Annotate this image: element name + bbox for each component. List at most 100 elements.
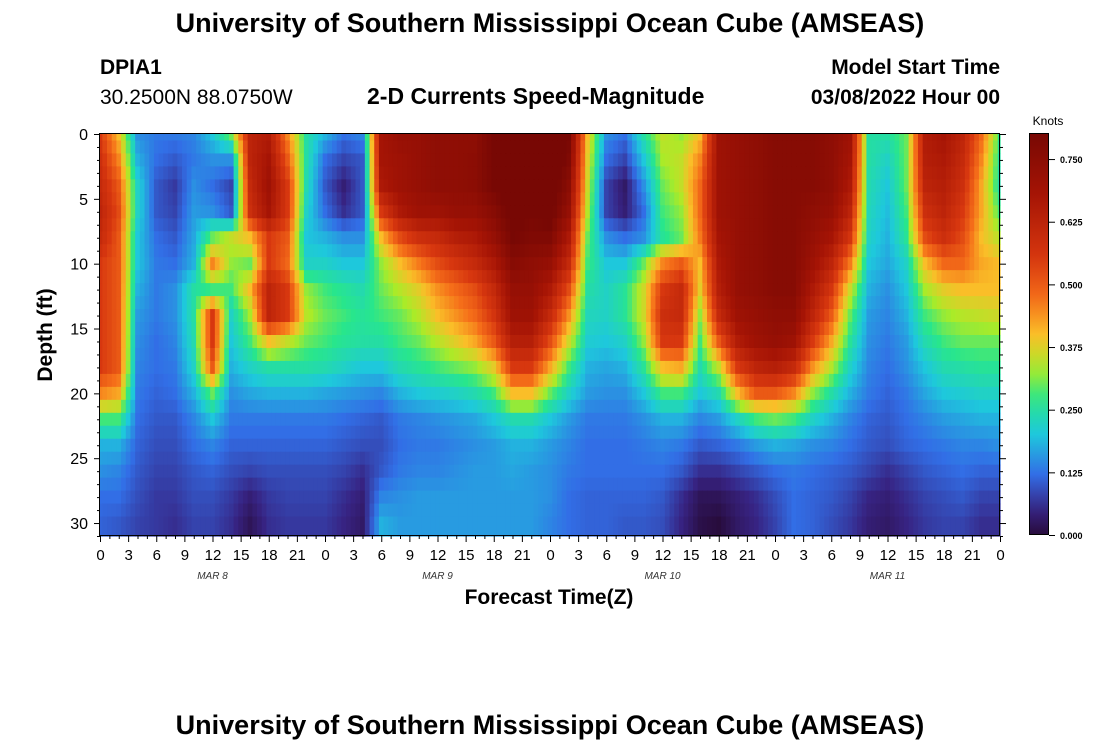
heatmap-cell	[627, 438, 633, 453]
heatmap-cell	[257, 205, 263, 219]
heatmap-cell	[158, 257, 164, 271]
heatmap-cell	[421, 192, 427, 206]
heatmap-cell	[852, 270, 858, 284]
heatmap-cell	[791, 373, 797, 388]
heatmap-cell	[552, 205, 558, 219]
heatmap-cell	[163, 244, 169, 258]
heatmap-cell	[378, 296, 385, 310]
heatmap-cell	[238, 425, 244, 440]
heatmap-cell	[585, 373, 591, 388]
heatmap-cell	[678, 399, 685, 414]
heatmap-cell	[683, 218, 689, 232]
heatmap-cell	[167, 231, 174, 245]
heatmap-cell	[664, 386, 671, 401]
heatmap-cell	[842, 347, 849, 362]
heatmap-cell	[252, 438, 258, 453]
heatmap-cell	[613, 438, 619, 453]
heatmap-cell	[486, 425, 493, 440]
heatmap-cell	[453, 134, 460, 142]
heatmap-cell	[814, 373, 821, 388]
heatmap-cell	[392, 205, 399, 219]
heatmap-cell	[594, 399, 600, 414]
heatmap-cell	[575, 270, 582, 284]
heatmap-cell	[139, 244, 146, 258]
heatmap-cell	[200, 399, 207, 414]
heatmap-cell	[636, 373, 643, 388]
heatmap-cell	[735, 231, 741, 245]
heatmap-cell	[397, 296, 403, 310]
heatmap-cell	[946, 412, 952, 427]
heatmap-cell	[261, 399, 268, 414]
heatmap-cell	[983, 425, 989, 440]
heatmap-cell	[542, 296, 549, 310]
heatmap-cell	[524, 347, 530, 362]
heatmap-cell	[866, 412, 872, 427]
heatmap-cell	[805, 231, 811, 245]
heatmap-cell	[444, 283, 450, 297]
heatmap-cell	[392, 360, 399, 375]
heatmap-cell	[842, 140, 849, 155]
heatmap-cell	[603, 335, 610, 349]
heatmap-cell	[941, 140, 947, 155]
heatmap-cell	[130, 425, 136, 440]
heatmap-cell	[683, 399, 689, 414]
heatmap-cell	[767, 140, 774, 155]
heatmap-cell	[903, 166, 910, 180]
heatmap-cell	[796, 192, 802, 206]
heatmap-cell	[861, 270, 868, 284]
heatmap-cell	[177, 166, 183, 180]
heatmap-cell	[261, 231, 268, 245]
heatmap-cell	[153, 134, 160, 142]
heatmap-cell	[200, 179, 207, 193]
heatmap-cell	[678, 134, 685, 142]
heatmap-cell	[266, 192, 272, 206]
heatmap-cell	[285, 360, 291, 375]
heatmap-cell	[186, 373, 193, 388]
heatmap-cell	[805, 412, 811, 427]
heatmap-cell	[692, 134, 699, 142]
heatmap-cell	[374, 373, 380, 388]
heatmap-cell	[805, 134, 811, 142]
heatmap-cell	[388, 153, 394, 168]
heatmap-cell	[383, 412, 389, 427]
heatmap-cell	[233, 218, 239, 232]
heatmap-cell	[641, 425, 647, 440]
heatmap-cell	[411, 153, 418, 168]
heatmap-cell	[463, 296, 469, 310]
heatmap-cell	[655, 231, 661, 245]
heatmap-cell	[200, 412, 207, 427]
heatmap-cell	[177, 399, 183, 414]
heatmap-cell	[622, 347, 628, 362]
heatmap-cell	[889, 360, 896, 375]
heatmap-cell	[186, 134, 193, 142]
heatmap-cell	[317, 322, 324, 336]
heatmap-cell	[477, 309, 483, 323]
heatmap-cell	[135, 179, 141, 193]
heatmap-cell	[402, 322, 408, 336]
heatmap-cell	[542, 322, 549, 336]
heatmap-cell	[130, 166, 136, 180]
heatmap-cell	[252, 257, 258, 271]
heatmap-cell	[557, 412, 563, 427]
heatmap-cell	[575, 386, 582, 401]
heatmap-cell	[219, 179, 225, 193]
heatmap-cell	[205, 192, 211, 206]
heatmap-cell	[139, 192, 146, 206]
heatmap-cell	[969, 179, 975, 193]
heatmap-cell	[299, 134, 305, 142]
heatmap-cell	[139, 399, 146, 414]
heatmap-cell	[542, 179, 549, 193]
heatmap-cell	[608, 231, 614, 245]
heatmap-cell	[205, 373, 211, 388]
heatmap-cell	[688, 231, 694, 245]
heatmap-cell	[538, 373, 544, 388]
heatmap-cell	[571, 360, 577, 375]
heatmap-cell	[125, 360, 132, 375]
heatmap-cell	[913, 360, 919, 375]
heatmap-cell	[833, 386, 839, 401]
heatmap-cell	[397, 360, 403, 375]
heatmap-cell	[285, 335, 291, 349]
heatmap-cell	[477, 283, 483, 297]
heatmap-cell	[125, 347, 132, 362]
heatmap-cell	[889, 412, 896, 427]
